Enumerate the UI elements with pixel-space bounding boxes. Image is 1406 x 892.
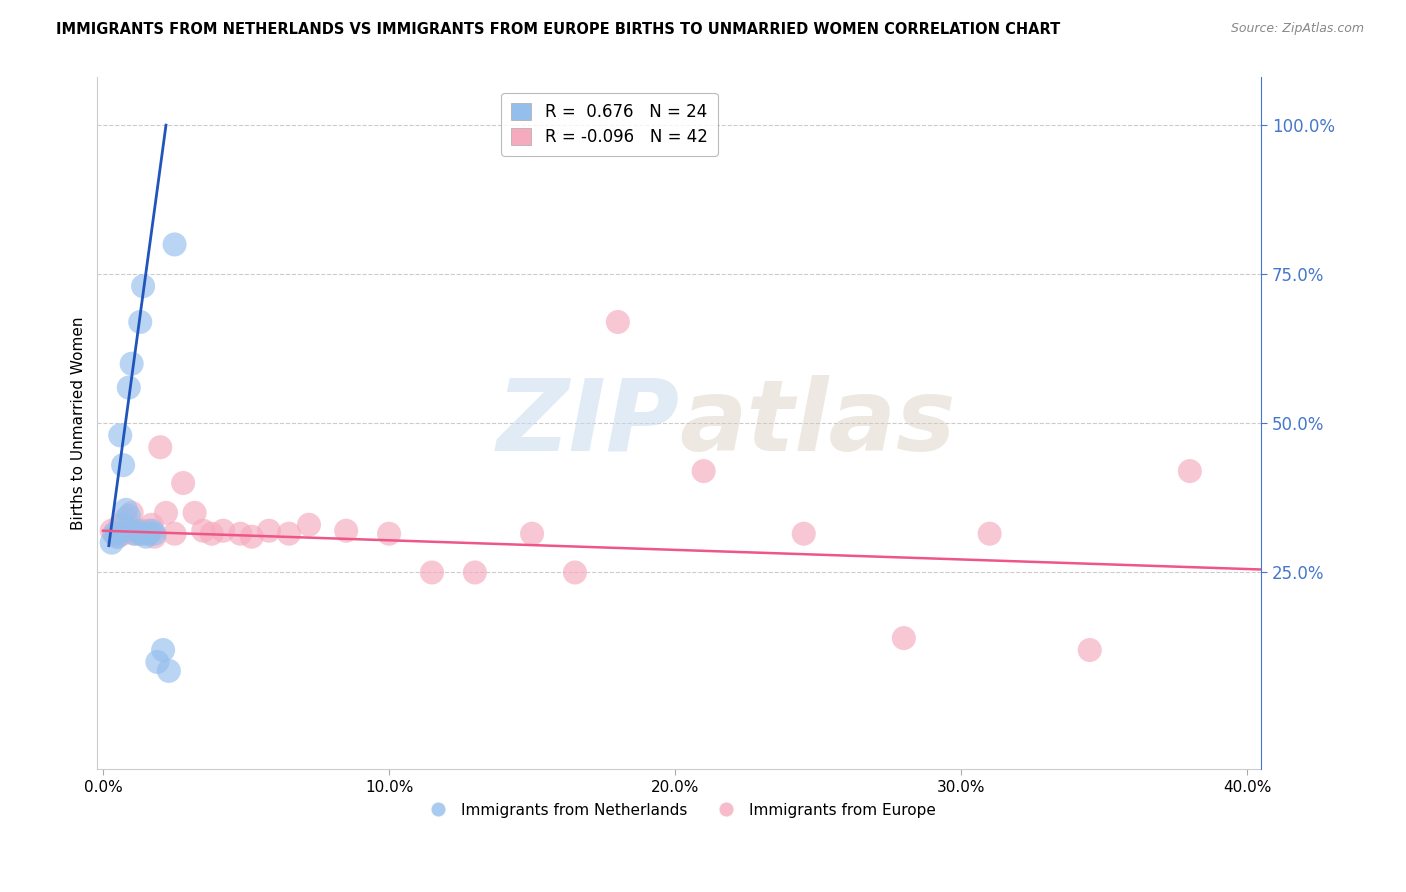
Point	[127, 524, 149, 538]
Point	[564, 566, 586, 580]
Point	[143, 526, 166, 541]
Point	[240, 530, 263, 544]
Point	[100, 524, 122, 538]
Point	[135, 530, 157, 544]
Point	[121, 357, 143, 371]
Text: ZIP: ZIP	[496, 375, 679, 472]
Point	[163, 526, 186, 541]
Point	[105, 530, 128, 544]
Point	[893, 631, 915, 645]
Point	[118, 508, 141, 523]
Point	[129, 526, 152, 541]
Point	[124, 526, 146, 541]
Point	[138, 526, 160, 541]
Point	[112, 458, 135, 472]
Point	[212, 524, 235, 538]
Point	[105, 526, 128, 541]
Point	[298, 517, 321, 532]
Point	[103, 526, 125, 541]
Point	[121, 506, 143, 520]
Point	[692, 464, 714, 478]
Point	[141, 524, 163, 538]
Point	[115, 503, 138, 517]
Point	[138, 524, 160, 538]
Text: Source: ZipAtlas.com: Source: ZipAtlas.com	[1230, 22, 1364, 36]
Point	[229, 526, 252, 541]
Point	[420, 566, 443, 580]
Point	[464, 566, 486, 580]
Point	[146, 655, 169, 669]
Point	[124, 526, 146, 541]
Point	[141, 517, 163, 532]
Point	[149, 440, 172, 454]
Text: atlas: atlas	[679, 375, 956, 472]
Point	[105, 530, 128, 544]
Point	[157, 664, 180, 678]
Point	[129, 315, 152, 329]
Point	[172, 475, 194, 490]
Text: IMMIGRANTS FROM NETHERLANDS VS IMMIGRANTS FROM EUROPE BIRTHS TO UNMARRIED WOMEN : IMMIGRANTS FROM NETHERLANDS VS IMMIGRANT…	[56, 22, 1060, 37]
Point	[193, 524, 215, 538]
Point	[135, 526, 157, 541]
Point	[115, 512, 138, 526]
Point	[1178, 464, 1201, 478]
Point	[335, 524, 357, 538]
Point	[110, 428, 132, 442]
Point	[1078, 643, 1101, 657]
Point	[118, 524, 141, 538]
Point	[378, 526, 401, 541]
Point	[127, 524, 149, 538]
Point	[606, 315, 628, 329]
Point	[201, 526, 224, 541]
Legend: Immigrants from Netherlands, Immigrants from Europe: Immigrants from Netherlands, Immigrants …	[418, 797, 942, 824]
Point	[163, 237, 186, 252]
Point	[257, 524, 280, 538]
Point	[132, 524, 155, 538]
Point	[183, 506, 205, 520]
Point	[112, 526, 135, 541]
Point	[152, 643, 174, 657]
Y-axis label: Births to Unmarried Women: Births to Unmarried Women	[72, 317, 86, 530]
Point	[112, 517, 135, 532]
Point	[103, 526, 125, 541]
Point	[278, 526, 301, 541]
Point	[979, 526, 1001, 541]
Point	[132, 279, 155, 293]
Point	[793, 526, 815, 541]
Point	[155, 506, 177, 520]
Point	[129, 526, 152, 541]
Point	[143, 530, 166, 544]
Point	[118, 381, 141, 395]
Point	[520, 526, 543, 541]
Point	[110, 517, 132, 532]
Point	[100, 535, 122, 549]
